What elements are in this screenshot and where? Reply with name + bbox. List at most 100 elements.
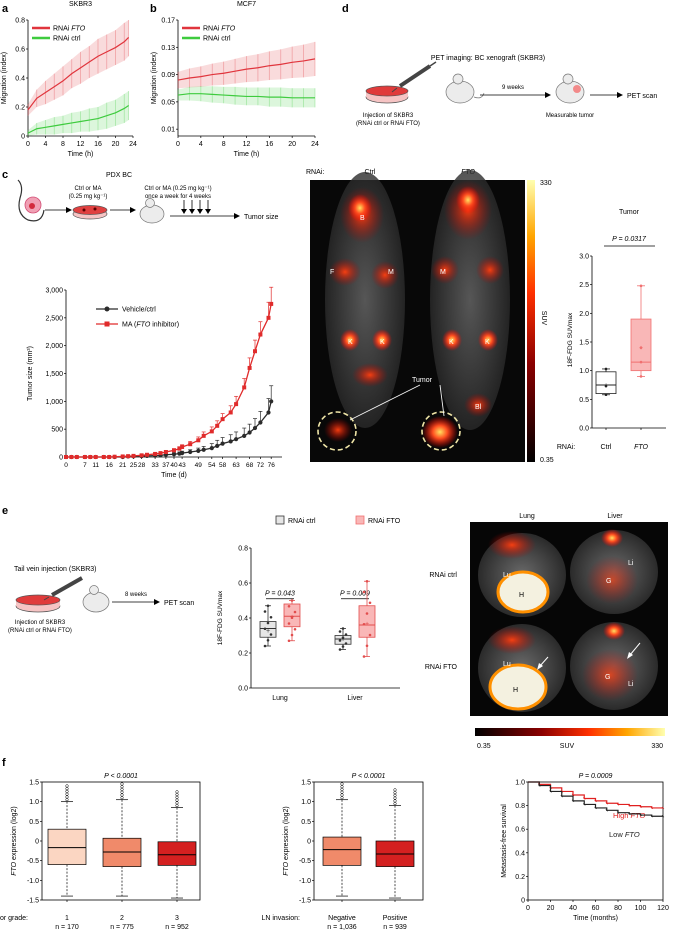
organ-label: M — [388, 269, 394, 276]
panel-a: a SKBR3 0 4 8 12 16 20 24 0 0.2 0.4 0.6 0.8 Time (h) M… — [1, 1, 137, 158]
outlier-point — [120, 787, 124, 792]
censor-mark — [639, 805, 642, 808]
censor-mark — [650, 815, 653, 818]
y-tick-label: 0.8 — [515, 803, 525, 810]
mean-marker: + — [341, 637, 345, 644]
petri-dish-icon — [15, 594, 61, 613]
y-tick-label: 1.0 — [579, 368, 589, 375]
interval-label: 9 weeks — [502, 85, 524, 91]
censor-mark — [583, 803, 586, 806]
box — [322, 836, 362, 866]
y-tick-label: 0.5 — [29, 819, 39, 826]
x-tick-label: 76 — [268, 462, 276, 469]
censor-mark — [628, 812, 631, 816]
censor-mark — [605, 802, 608, 805]
interval-label: 8 weeks — [125, 592, 147, 598]
data-point — [242, 433, 247, 438]
x-tick-label: 33 — [151, 462, 159, 469]
pet-whole-body-image — [310, 170, 525, 462]
y-tick-label: 2.0 — [579, 311, 589, 318]
outlier-point — [340, 790, 344, 794]
x-tick-label: 21 — [119, 462, 127, 469]
y-tick-label: -0.5 — [299, 858, 311, 865]
y-tick-label: 3.0 — [579, 254, 589, 261]
data-point — [158, 451, 163, 456]
censor-mark — [628, 804, 631, 807]
breast-icon — [17, 179, 45, 222]
legend-label: RNAi ctrl — [203, 36, 231, 43]
mouse-with-tumor-icon — [555, 73, 585, 104]
legend-marker — [104, 321, 110, 327]
x-tick-label: 40 — [170, 462, 178, 469]
tail-vein-title: Tail vein injection (SKBR3) — [14, 566, 96, 573]
y-axis-label: Tumor size (mm³) — [27, 346, 34, 401]
data-point — [228, 439, 233, 444]
ctrl-row-label: RNAi ctrl — [429, 572, 457, 579]
data-point — [266, 410, 271, 415]
injection-label: (RNAi ctrl or RNAi FTO) — [8, 628, 72, 634]
y-tick-label: 1.5 — [29, 780, 39, 787]
y-tick-label: -1.5 — [27, 898, 39, 905]
dose-label: (0.25 mg kg⁻¹) — [69, 194, 108, 200]
data-point — [101, 455, 106, 459]
data-point — [639, 360, 643, 364]
data-point — [107, 455, 112, 459]
x-prefix-label: LN invasion: — [261, 915, 300, 922]
x-tick-label: 3 — [175, 915, 179, 922]
organ-label: Li — [628, 681, 634, 688]
data-point — [131, 453, 136, 458]
fto-ln-invasion-boxplot: P < 0.0001 -1.5 -1.0 -0.5 0 0.5 1.0 1.5 FTO expr… — [261, 773, 424, 931]
legend-label: RNAi FTO — [203, 26, 236, 33]
migration-chart-mcf7: MCF7 0 4 8 12 16 20 24 0.01 0.05 0.09 0.13 0.17 Time … — [151, 1, 319, 158]
x-tick-label: 12 — [243, 141, 251, 148]
censor-mark — [639, 813, 642, 817]
ctrl-label: Ctrl — [365, 169, 376, 176]
panel-label: f — [2, 757, 6, 769]
y-axis-label: Migration (index) — [1, 52, 8, 104]
data-point — [139, 453, 144, 458]
data-point — [247, 365, 252, 370]
liver-column-label: Liver — [607, 513, 623, 520]
fto-row-label: RNAi FTO — [425, 664, 458, 671]
data-point — [172, 448, 176, 453]
x-tick-label: Negative — [328, 915, 356, 922]
y-tick-label: 2,000 — [45, 343, 63, 350]
y-tick-label: 0.17 — [161, 18, 175, 25]
panel-e: e Tail vein injection (SKBR3) Injection … — [2, 505, 668, 750]
data-point — [293, 610, 297, 614]
tumor-suv-boxplot: Tumor P = 0.0317 0.0 0.5 1.0 1.5 2.0 2.5 3.0 18F-… — [557, 209, 666, 451]
outlier-point — [120, 796, 124, 800]
colorbar-max: 330 — [651, 743, 663, 750]
p-value: P = 0.043 — [265, 590, 295, 597]
censor-mark — [583, 797, 586, 800]
outlier-point — [175, 804, 179, 808]
sample-size-label: n = 170 — [55, 924, 79, 931]
y-axis-label: 18F-FDG SUVmax — [217, 590, 224, 645]
y-tick-label: 0.0 — [238, 686, 248, 693]
censor-mark — [661, 806, 665, 810]
colorbar-min: 0.35 — [477, 743, 491, 750]
legend-swatch — [355, 515, 365, 525]
outlier-point — [65, 787, 69, 791]
box — [630, 318, 652, 372]
x-tick-label: 2 — [120, 915, 124, 922]
y-tick-label: 1.5 — [301, 780, 311, 787]
data-point — [220, 441, 225, 446]
x-tick-label: 1 — [65, 915, 69, 922]
migration-chart-skbr3: SKBR3 0 4 8 12 16 20 24 0 0.2 0.4 0.6 0.8 Time (h) Mig… — [1, 1, 137, 158]
x-tick-label: 43 — [178, 462, 186, 469]
x-tick-label: 0 — [526, 905, 530, 912]
outlier-point — [65, 792, 69, 796]
data-point — [269, 615, 273, 619]
outlier-point — [175, 795, 179, 799]
y-tick-label: -0.5 — [27, 858, 39, 865]
outlier-point — [175, 798, 179, 802]
arrow-head — [545, 92, 551, 98]
sample-size-label: n = 939 — [383, 924, 407, 931]
data-point — [287, 622, 291, 625]
tumor-label: Tumor — [412, 377, 433, 384]
y-tick-label: 0.6 — [515, 827, 525, 834]
data-point — [153, 451, 158, 456]
outlier-point — [65, 795, 69, 799]
